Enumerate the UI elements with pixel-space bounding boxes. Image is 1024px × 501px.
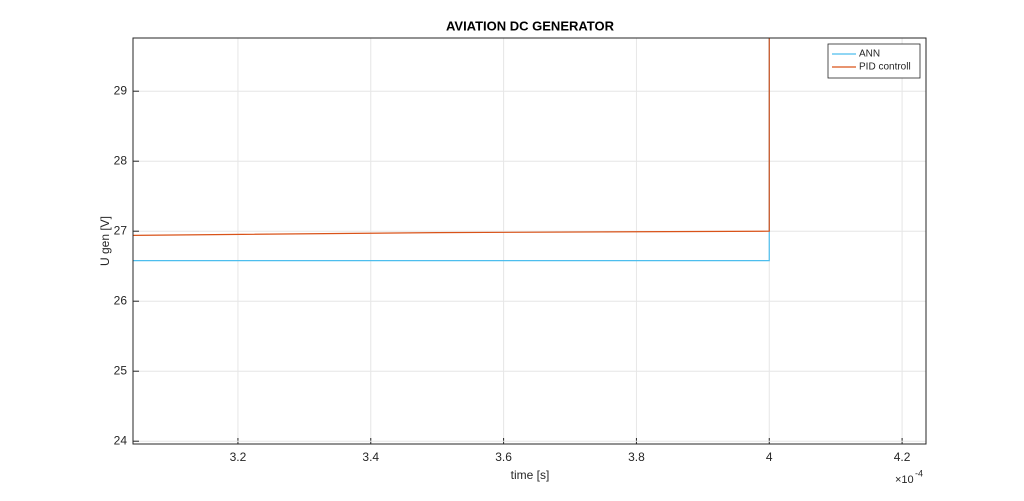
- x-tick-label: 3.6: [495, 450, 512, 464]
- y-tick-label: 27: [114, 223, 128, 237]
- x-tick-label: 3.4: [362, 450, 379, 464]
- x-axis-label: time [s]: [511, 468, 550, 482]
- x-tick-label: 3.2: [230, 450, 247, 464]
- x-tick-label: 4: [766, 450, 773, 464]
- y-tick-label: 26: [114, 293, 128, 307]
- legend-label: ANN: [859, 49, 880, 60]
- legend-label: PID controll: [859, 62, 911, 73]
- legend: ANN PID controll: [827, 43, 921, 79]
- plot-frame: [132, 37, 927, 445]
- y-tick-label: 28: [114, 153, 128, 167]
- y-tick-label: 29: [114, 83, 128, 97]
- x-tick-label: 4.2: [894, 450, 911, 464]
- series-line: [132, 38, 770, 236]
- x-exponent: -4: [915, 468, 923, 478]
- y-tick-label: 25: [114, 363, 128, 377]
- x-tick-label: 3.8: [628, 450, 645, 464]
- x-exponent-base: ×10: [895, 474, 914, 486]
- y-tick-label: 24: [114, 433, 128, 447]
- legend-box: [827, 43, 921, 79]
- chart-title: AVIATION DC GENERATOR: [446, 18, 615, 33]
- series-line: [133, 38, 770, 262]
- y-axis-label: U gen [V]: [98, 216, 112, 266]
